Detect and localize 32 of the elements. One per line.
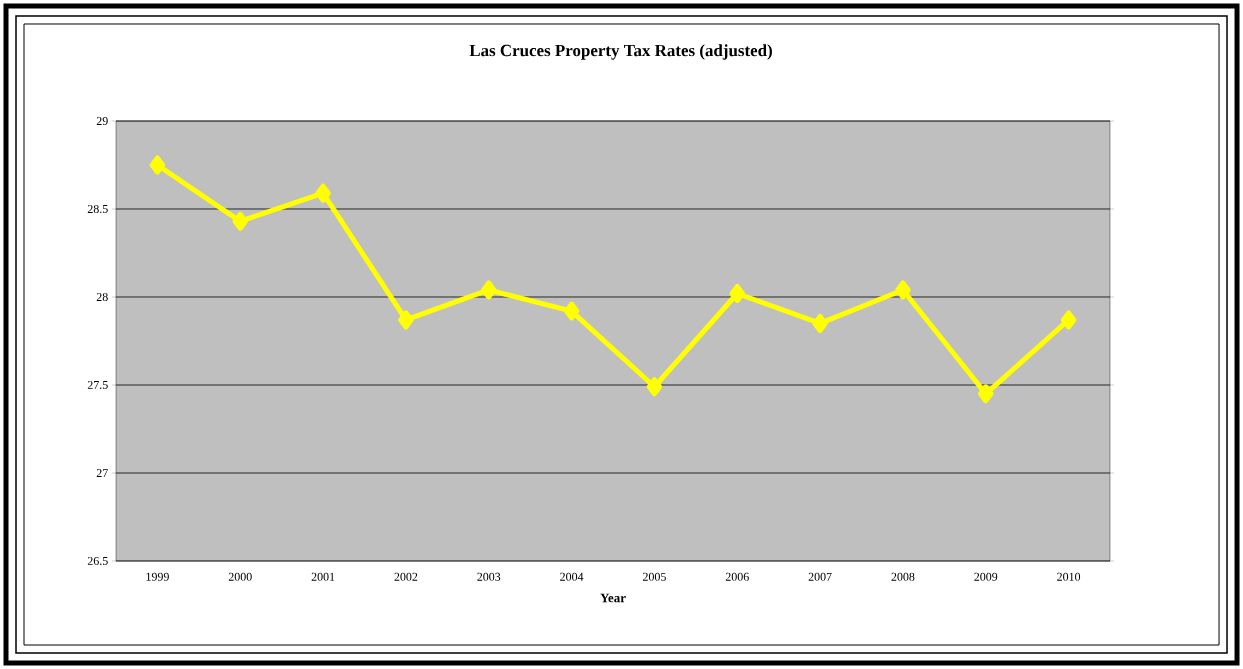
x-tick-label: 2009: [974, 572, 998, 581]
y-tick-label: 29: [96, 116, 108, 126]
x-tick-label: 2008: [891, 572, 915, 581]
point: [563, 301, 580, 321]
x-tick-label: 2005: [643, 572, 666, 581]
point: [149, 155, 166, 175]
x-tick-label: 2000: [228, 572, 252, 581]
point: [895, 280, 911, 300]
y-tick-label: 27.5: [87, 380, 108, 390]
x-tick-label: 2004: [560, 572, 584, 581]
point: [978, 384, 994, 404]
x-tick-label: 2010: [1057, 572, 1081, 581]
x-tick-label: 1999: [146, 572, 169, 581]
y-tick-label: 26.5: [87, 556, 108, 566]
y-tick-label: 27: [96, 469, 108, 477]
y-tick-label: 28: [96, 292, 108, 302]
chart-title: Las Cruces Property Tax Rates (adjusted): [469, 44, 772, 60]
point: [1060, 310, 1077, 330]
point: [729, 283, 746, 303]
x-axis-title: Year: [600, 593, 626, 603]
x-tick-label: 2002: [394, 572, 418, 581]
point: [232, 211, 248, 231]
x-tick-label: 2001: [311, 572, 335, 581]
x-tick-label: 2007: [808, 572, 832, 581]
point: [398, 310, 414, 330]
y-tick-label: 28.5: [87, 204, 108, 214]
x-tick-label: 2006: [725, 572, 749, 581]
x-tick-label: 2003: [477, 572, 501, 581]
point: [481, 280, 497, 300]
point: [315, 183, 331, 203]
point: [812, 313, 828, 333]
point: [646, 377, 663, 397]
